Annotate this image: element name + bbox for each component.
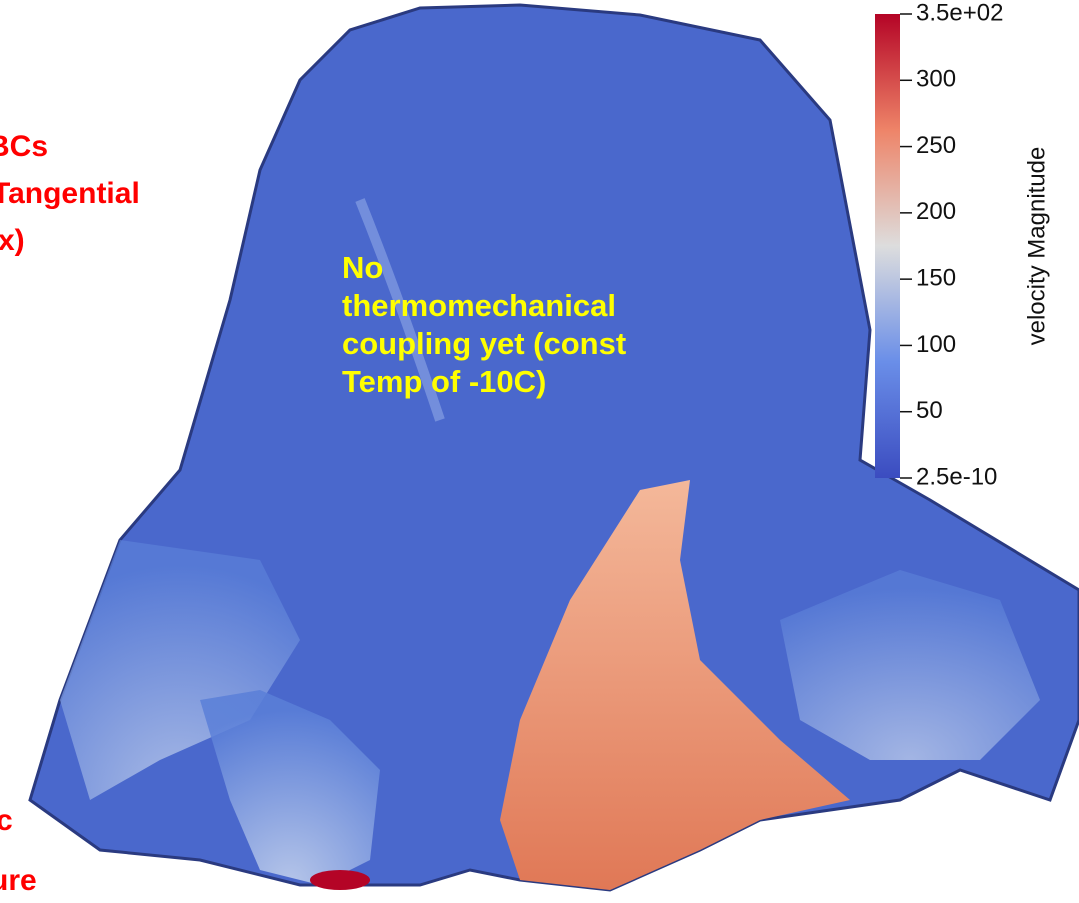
tick-label: 300 (916, 66, 956, 93)
colorbar-title: velocity Magnitude (1023, 147, 1050, 346)
note-line: c (0, 804, 13, 837)
colorbar-ticks: 3.5e+02 300 250 200 150 100 50 2.5e-10 (900, 0, 1003, 490)
scene: 3.5e+02 300 250 200 150 100 50 2.5e-10 velocity… (0, 0, 1079, 903)
tick-label: 3.5e+02 (916, 0, 1003, 26)
left-note: BCs Tangential x) (0, 130, 140, 257)
tick-label: 50 (916, 397, 943, 424)
tick-label: 2.5e-10 (916, 463, 997, 490)
note-line: x) (0, 224, 25, 257)
note-line: coupling yet (const (342, 326, 626, 361)
note-line: BCs (0, 130, 48, 163)
note-line: thermomechanical (342, 288, 616, 323)
tick-label: 150 (916, 264, 956, 291)
tick-label: 200 (916, 198, 956, 225)
note-line: Tangential (0, 177, 140, 210)
note-line: No (342, 250, 383, 285)
note-line: ure (0, 864, 37, 897)
colorbar (875, 14, 900, 478)
tick-label: 250 (916, 132, 956, 159)
note-line: Temp of -10C) (342, 364, 546, 399)
tick-label: 100 (916, 331, 956, 358)
bottom-note: c ure (0, 804, 37, 897)
